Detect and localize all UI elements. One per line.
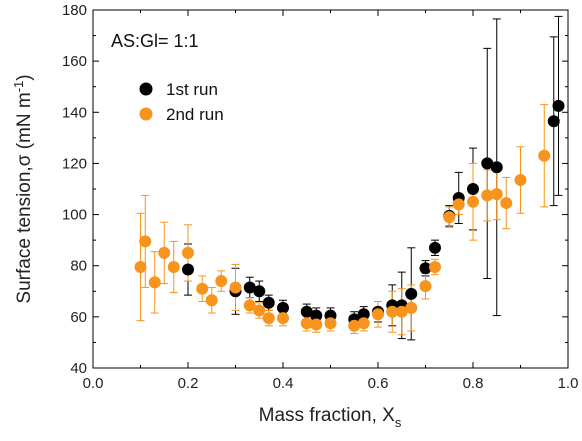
y-tick-label: 60 [70, 309, 87, 326]
data-point [196, 282, 209, 295]
x-axis-title-main: Mass fraction, X [259, 405, 396, 426]
data-point [243, 281, 256, 294]
data-point [452, 198, 465, 211]
x-tick-label: 0.2 [178, 375, 199, 392]
legend-marker [139, 82, 153, 96]
data-point [262, 312, 275, 325]
y-axis-title-superscript: -1 [11, 81, 26, 93]
y-tick-label: 80 [70, 258, 87, 275]
data-point [547, 115, 560, 128]
data-point [182, 263, 194, 276]
data-point [538, 149, 551, 162]
data-point [552, 99, 565, 112]
data-point [429, 241, 441, 254]
x-axis-title: Mass fraction, Xs [259, 405, 402, 430]
data-point [357, 317, 370, 330]
data-point [514, 174, 527, 187]
legend-label: 2nd run [166, 105, 224, 124]
y-tick-label: 160 [62, 53, 87, 70]
data-point [419, 280, 432, 293]
data-point [481, 189, 494, 202]
x-tick-label: 1.0 [558, 375, 579, 392]
data-point [262, 296, 275, 309]
y-tick-label: 140 [62, 104, 87, 121]
y-axis-title-main: Surface tension,σ (mN m [14, 92, 35, 303]
data-point [490, 161, 503, 174]
data-point [310, 309, 323, 322]
data-point [253, 285, 266, 298]
data-point [395, 305, 408, 318]
data-point [467, 195, 479, 208]
series-2-points [134, 149, 551, 332]
data-point [229, 281, 242, 294]
y-tick-label: 40 [70, 360, 87, 377]
data-point [324, 317, 337, 330]
data-point [443, 211, 456, 224]
data-point [405, 301, 418, 314]
data-point [139, 235, 152, 248]
y-axis-title-end: ) [14, 74, 35, 80]
y-axis-title: Surface tension,σ (mN m-1) [11, 74, 35, 303]
data-point [310, 318, 323, 331]
data-point [148, 276, 161, 289]
data-point [277, 312, 289, 325]
data-point [205, 294, 218, 307]
data-point [490, 188, 503, 201]
x-tick-label: 0.6 [368, 375, 389, 392]
x-tick-label: 0.4 [273, 375, 294, 392]
data-point [215, 275, 228, 288]
data-point [405, 287, 418, 300]
y-tick-label: 180 [62, 2, 87, 19]
data-point [481, 157, 494, 170]
chart-annotation: AS:Gl= 1:1 [111, 31, 199, 51]
x-tick-label: 0.0 [83, 375, 104, 392]
data-point [277, 301, 289, 314]
data-point [158, 246, 171, 259]
y-tick-label: 100 [62, 207, 87, 224]
data-point [386, 305, 399, 318]
legend: 1st run 2nd run [139, 80, 224, 124]
legend-label: 1st run [166, 80, 218, 99]
data-point [419, 262, 432, 275]
data-point [372, 308, 384, 321]
data-point [167, 260, 180, 273]
chart-marks [134, 15, 565, 341]
x-tick-label: 0.8 [463, 375, 484, 392]
x-axis-title-subscript: s [395, 415, 402, 430]
data-point [429, 260, 441, 273]
data-point [500, 197, 513, 210]
legend-marker [139, 107, 153, 121]
y-tick-label: 120 [62, 155, 87, 172]
axis-ticks: 0.0 0.2 0.4 0.6 0.8 1.0 40 60 80 100 120 140 160 180 [62, 2, 578, 392]
data-point [300, 305, 313, 318]
data-point [243, 299, 256, 312]
data-point [300, 317, 313, 330]
data-point [467, 183, 479, 195]
series-2-group [136, 104, 549, 336]
data-point [357, 308, 370, 321]
data-point [253, 304, 266, 317]
data-point [134, 260, 147, 273]
data-point [348, 319, 361, 332]
data-point [182, 246, 194, 259]
